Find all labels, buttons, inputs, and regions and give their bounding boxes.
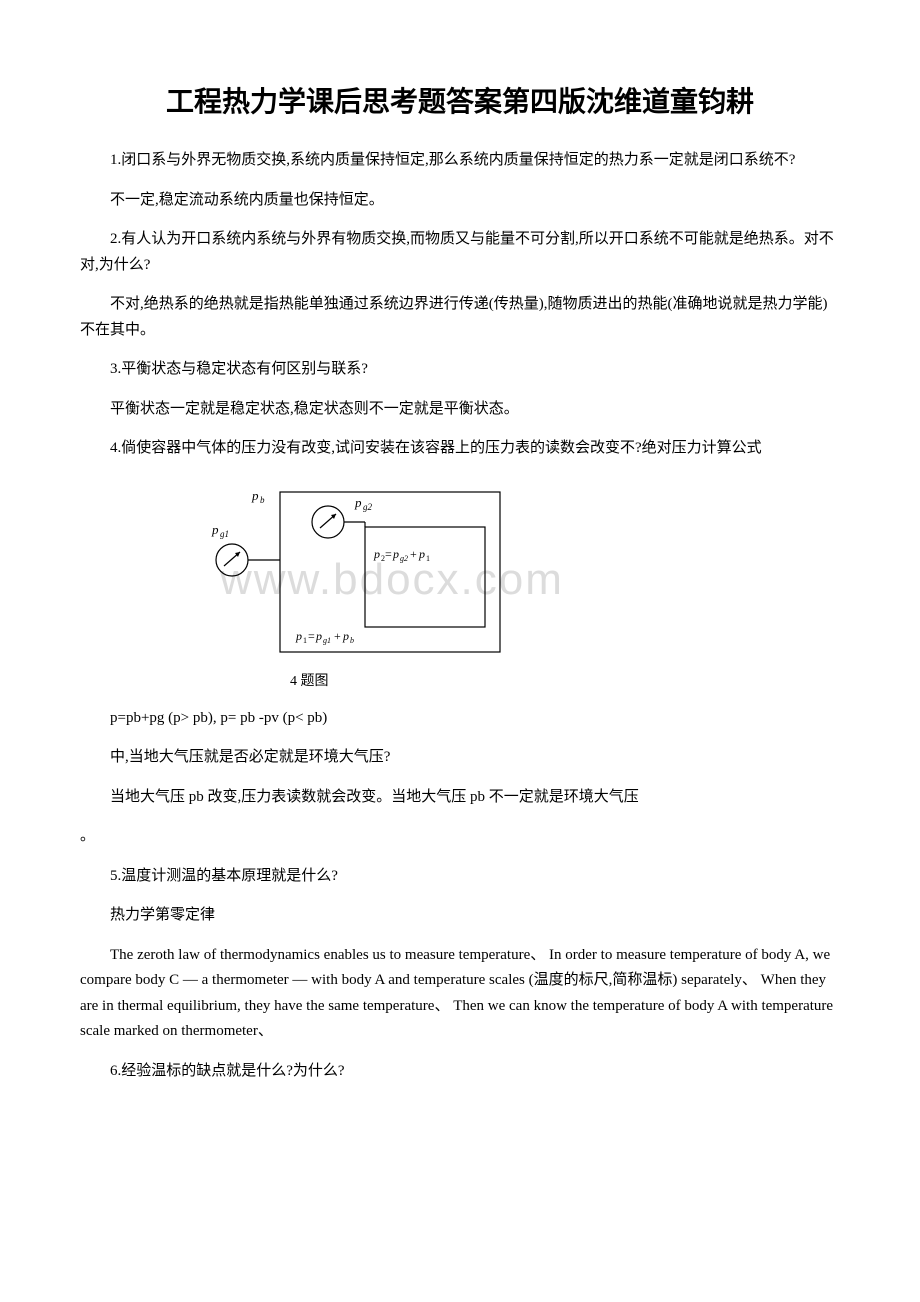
svg-text:=: = [308,629,315,643]
formula: p=pb+pg (p> pb), p= pb -pv (p< pb) [80,706,840,732]
pressure-diagram: p b p g1 p g2 p 2 = p g2 [200,482,530,662]
answer-3: 平衡状态一定就是稳定状态,稳定状态则不一定就是平衡状态。 [80,397,840,423]
answer-2: 不对,绝热系的绝热就是指热能单独通过系统边界进行传递(传热量),随物质进出的热能… [80,292,840,343]
svg-text:g1: g1 [323,636,331,645]
svg-text:p: p [418,547,425,561]
svg-text:+: + [410,547,417,561]
question-2: 2.有人认为开口系统内系统与外界有物质交换,而物质又与能量不可分割,所以开口系统… [80,227,840,278]
svg-text:1: 1 [426,554,430,563]
svg-text:g2: g2 [363,502,373,512]
question-3: 3.平衡状态与稳定状态有何区别与联系? [80,357,840,383]
svg-text:g2: g2 [400,554,408,563]
question-4b: 中,当地大气压就是否必定就是环境大气压? [80,745,840,771]
svg-text:b: b [350,636,354,645]
svg-text:p: p [211,522,219,537]
svg-text:p: p [392,547,399,561]
svg-text:p: p [373,547,380,561]
svg-text:p: p [315,629,322,643]
question-4: 4.倘使容器中气体的压力没有改变,试问安装在该容器上的压力表的读数会改变不?绝对… [80,436,840,462]
document-content: 工程热力学课后思考题答案第四版沈维道童钧耕 1.闭口系与外界无物质交换,系统内质… [80,80,840,1084]
svg-text:p: p [251,488,259,503]
answer-1: 不一定,稳定流动系统内质量也保持恒定。 [80,188,840,214]
answer-4-end: 。 [80,824,840,850]
answer-4: 当地大气压 pb 改变,压力表读数就会改变。当地大气压 pb 不一定就是环境大气… [80,785,840,811]
svg-text:1: 1 [303,636,307,645]
question-5: 5.温度计测温的基本原理就是什么? [80,864,840,890]
page-title: 工程热力学课后思考题答案第四版沈维道童钧耕 [80,80,840,120]
diagram-caption: 4 题图 [290,670,840,690]
svg-text:+: + [334,629,341,643]
svg-text:=: = [385,547,392,561]
svg-text:b: b [260,495,265,505]
svg-text:p: p [342,629,349,643]
question-6: 6.经验温标的缺点就是什么?为什么? [80,1059,840,1085]
svg-text:p: p [295,629,302,643]
question-1: 1.闭口系与外界无物质交换,系统内质量保持恒定,那么系统内质量保持恒定的热力系一… [80,148,840,174]
svg-text:p: p [354,495,362,510]
english-paragraph: The zeroth law of thermodynamics enables… [80,943,840,1045]
answer-5: 热力学第零定律 [80,903,840,929]
svg-text:g1: g1 [220,529,229,539]
